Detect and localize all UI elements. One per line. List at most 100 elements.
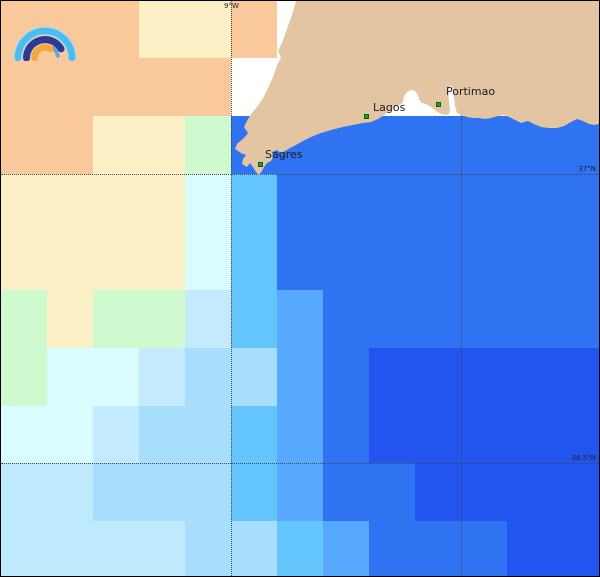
city-marker-sagres: [258, 162, 263, 167]
raster-cell: [185, 116, 231, 174]
raster-cell: [369, 1, 415, 58]
raster-cell: [1, 232, 47, 290]
raster-cell: [323, 116, 369, 174]
raster-cell: [231, 463, 277, 521]
raster-cell: [507, 232, 553, 290]
raster-cell: [507, 348, 553, 406]
raster-cell: [323, 1, 369, 58]
raster-cell: [139, 463, 185, 521]
raster-cell: [553, 290, 599, 348]
raster-cell: [507, 521, 553, 576]
raster-cell: [231, 116, 277, 174]
raster-cell: [323, 58, 369, 116]
city-label-portimao: Portimao: [446, 85, 496, 98]
latitude-label: 37°N: [578, 165, 596, 173]
raster-cell: [47, 290, 93, 348]
raster-cell: [323, 348, 369, 406]
raster-cell: [93, 290, 139, 348]
raster-cell: [415, 174, 461, 232]
parallel-line: [1, 463, 599, 464]
raster-cell: [277, 1, 323, 58]
raster-cell: [553, 174, 599, 232]
raster-cell: [553, 1, 599, 58]
raster-cell: [323, 174, 369, 232]
raster-cell: [1, 348, 47, 406]
raster-cell: [369, 521, 415, 576]
raster-cell: [415, 348, 461, 406]
raster-cell: [47, 58, 93, 116]
raster-cell: [461, 521, 507, 576]
raster-cell: [277, 58, 323, 116]
raster-cell: [231, 232, 277, 290]
raster-cell: [1, 58, 47, 116]
raster-cell: [139, 58, 185, 116]
raster-cell: [507, 174, 553, 232]
raster-cell: [461, 406, 507, 463]
logo-navy-arc: [23, 36, 65, 61]
raster-cell: [1, 521, 47, 576]
meridian-line: [461, 1, 462, 576]
raster-cell: [185, 1, 231, 58]
raster-cell: [231, 174, 277, 232]
raster-cell: [47, 174, 93, 232]
raster-cell: [277, 521, 323, 576]
raster-cell: [507, 463, 553, 521]
raster-cell: [553, 521, 599, 576]
raster-cell: [323, 521, 369, 576]
raster-cell: [47, 232, 93, 290]
raster-cell: [323, 232, 369, 290]
raster-cell: [369, 463, 415, 521]
raster-cell: [461, 290, 507, 348]
raster-cell: [1, 463, 47, 521]
raster-cell: [93, 406, 139, 463]
raster-cell: [507, 406, 553, 463]
raster-cell: [185, 463, 231, 521]
raster-cell: [277, 406, 323, 463]
raster-cell: [323, 290, 369, 348]
latitude-label: 36.5°N: [571, 454, 596, 462]
raster-cell: [415, 116, 461, 174]
raster-cell: [507, 1, 553, 58]
raster-cell: [185, 58, 231, 116]
raster-cell: [277, 463, 323, 521]
raster-cell: [369, 348, 415, 406]
raster-cell: [323, 406, 369, 463]
raster-cell: [231, 58, 277, 116]
raster-cell: [553, 348, 599, 406]
raster-cell: [47, 116, 93, 174]
raster-cell: [185, 406, 231, 463]
raster-cell: [139, 174, 185, 232]
city-marker-lagos: [364, 114, 369, 119]
raster-cell: [553, 406, 599, 463]
raster-cell: [93, 521, 139, 576]
raster-cell: [1, 290, 47, 348]
parallel-line: [1, 174, 599, 175]
raster-cell: [185, 290, 231, 348]
raster-cell: [93, 58, 139, 116]
raster-cell: [1, 116, 47, 174]
raster-cell: [277, 232, 323, 290]
city-label-lagos: Lagos: [373, 101, 406, 114]
raster-cell: [1, 174, 47, 232]
raster-cell: [139, 1, 185, 58]
raster-cell: [139, 116, 185, 174]
raster-cell: [1, 406, 47, 463]
raster-cell: [277, 290, 323, 348]
logo-orange-arc: [31, 44, 54, 61]
raster-cell: [507, 58, 553, 116]
raster-cell: [185, 348, 231, 406]
raster-cell: [93, 174, 139, 232]
city-marker-portimao: [436, 102, 441, 107]
raster-cell: [369, 406, 415, 463]
raster-cell: [93, 232, 139, 290]
raster-cell: [47, 463, 93, 521]
raster-cell: [93, 463, 139, 521]
raster-cell: [47, 406, 93, 463]
raster-cell: [461, 116, 507, 174]
raster-cell: [277, 116, 323, 174]
raster-cell: [461, 463, 507, 521]
raster-cell: [553, 58, 599, 116]
raster-cell: [415, 1, 461, 58]
raster-cell: [231, 290, 277, 348]
raster-cell: [185, 174, 231, 232]
